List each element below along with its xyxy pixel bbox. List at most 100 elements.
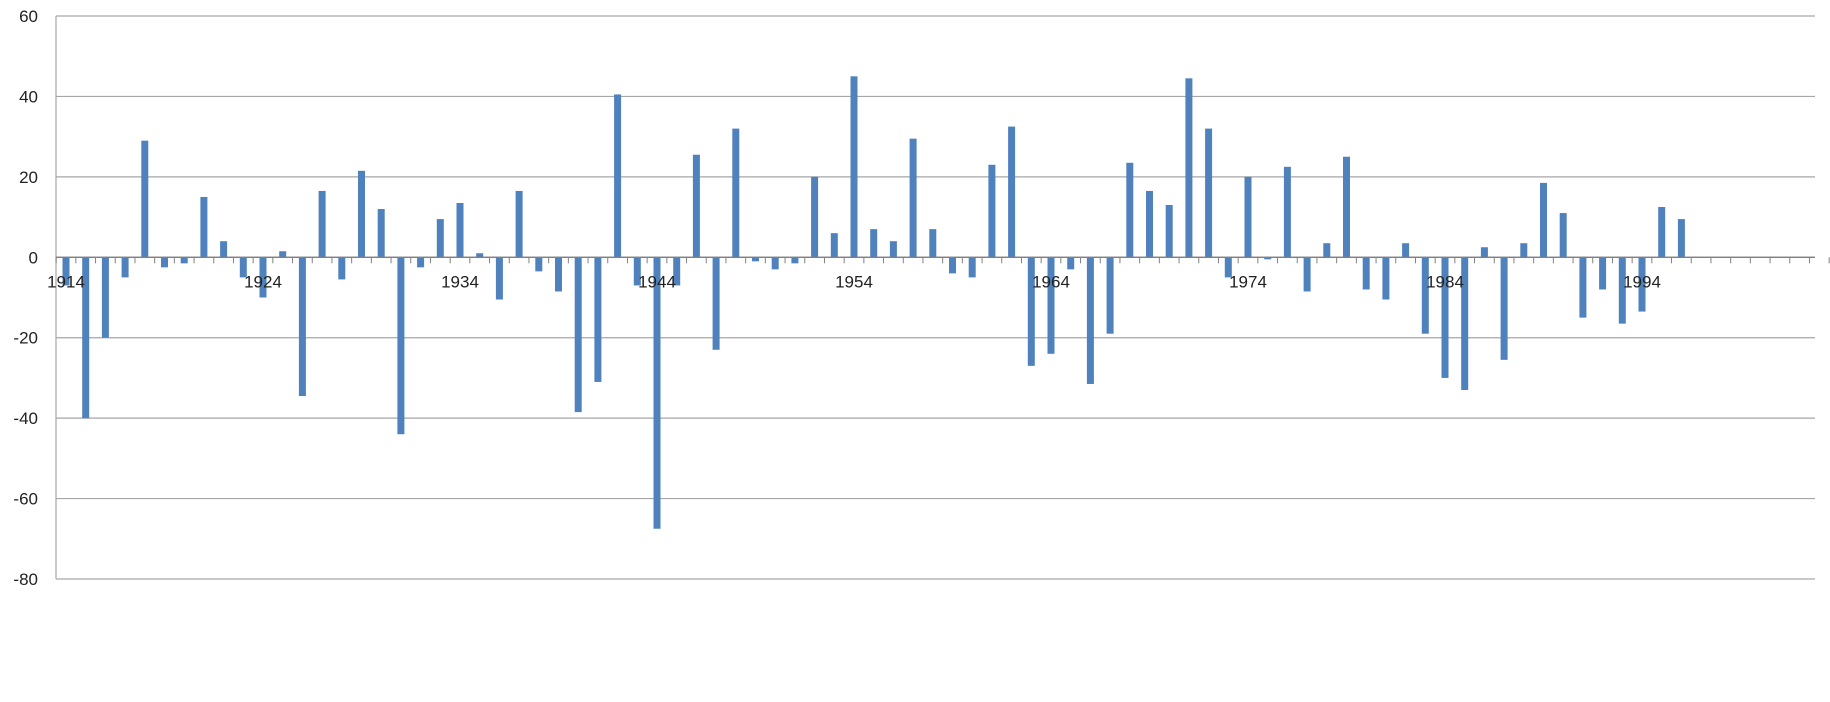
- bar-1942: [614, 94, 622, 258]
- bar-1982: [1402, 243, 1410, 258]
- bar-1963: [1027, 257, 1035, 366]
- bar-1985: [1461, 257, 1469, 390]
- bar-1935: [476, 253, 484, 258]
- bar-1991: [1579, 257, 1587, 318]
- bar-1928: [338, 257, 346, 280]
- y-tick-label: 40: [19, 87, 38, 106]
- x-tick-label: 1994: [1623, 272, 1661, 291]
- bar-1986: [1480, 247, 1488, 258]
- bar-1936: [495, 257, 503, 300]
- bar-1948: [732, 128, 740, 258]
- bar-1979: [1343, 156, 1350, 258]
- bar-1945: [673, 257, 681, 286]
- bar-1978: [1323, 243, 1331, 258]
- bar-1989: [1540, 182, 1547, 258]
- bar-1967: [1106, 257, 1114, 334]
- x-tick-label: 1944: [638, 272, 676, 291]
- bar-1933: [436, 219, 444, 258]
- bar-1946: [692, 154, 700, 258]
- bar-1930: [377, 209, 385, 258]
- bar-1932: [417, 257, 425, 268]
- bar-1983: [1421, 257, 1429, 334]
- bar-1957: [909, 138, 917, 258]
- bar-1918: [141, 140, 149, 258]
- bar-1958: [929, 229, 937, 258]
- x-tick-label: 1964: [1032, 272, 1070, 291]
- x-tick-label: 1974: [1229, 272, 1267, 291]
- bar-1968: [1126, 162, 1134, 258]
- bar-1921: [200, 196, 208, 258]
- bar-1993: [1618, 257, 1626, 324]
- bar-1956: [889, 241, 897, 258]
- bar-1949: [752, 257, 759, 262]
- bar-1926: [298, 257, 306, 397]
- x-tick-label: 1914: [47, 272, 85, 291]
- x-tick-label: 1934: [441, 272, 479, 291]
- bar-1919: [161, 257, 168, 268]
- bar-1947: [712, 257, 720, 350]
- bar-1960: [968, 257, 976, 278]
- bar-1969: [1146, 190, 1153, 258]
- bar-1953: [830, 233, 838, 258]
- bar-1927: [318, 190, 326, 258]
- bar-1929: [358, 170, 365, 258]
- bar-1924: [259, 257, 267, 298]
- bar-1931: [397, 257, 405, 435]
- y-tick-label: -40: [13, 409, 38, 428]
- y-tick-label: 60: [19, 7, 38, 26]
- bar-1940: [574, 257, 582, 413]
- bar-1977: [1303, 257, 1311, 292]
- bar-1914: [62, 257, 70, 286]
- bar-1955: [870, 229, 878, 258]
- bar-1971: [1185, 78, 1193, 258]
- bar-1981: [1382, 257, 1390, 300]
- y-tick-label: 20: [19, 168, 38, 187]
- bars: [62, 76, 1685, 529]
- bar-1965: [1067, 257, 1075, 270]
- zero-axis: [55, 256, 1830, 264]
- bar-1959: [949, 257, 956, 274]
- bar-1950: [771, 257, 779, 270]
- x-tick-label: 1924: [244, 272, 282, 291]
- bar-1984: [1441, 257, 1449, 378]
- bar-1970: [1165, 205, 1173, 258]
- bar-1992: [1599, 257, 1607, 290]
- bar-1944: [653, 257, 661, 529]
- bar-1938: [535, 257, 543, 272]
- bar-1990: [1559, 213, 1567, 258]
- bar-1925: [279, 251, 287, 258]
- bar-1952: [811, 176, 819, 258]
- bar-1954: [850, 76, 858, 258]
- bar-1922: [220, 241, 228, 258]
- y-tick-label: -60: [13, 490, 38, 509]
- y-tick-label: -80: [13, 570, 38, 589]
- bar-1995: [1658, 207, 1666, 258]
- y-tick-label: 0: [29, 248, 38, 267]
- bar-1941: [594, 257, 602, 382]
- x-tick-label: 1984: [1426, 272, 1464, 291]
- bar-1917: [121, 257, 129, 278]
- gridlines: [55, 15, 1815, 580]
- bar-1966: [1086, 257, 1094, 384]
- bar-1980: [1362, 257, 1370, 290]
- bar-1972: [1205, 128, 1213, 258]
- bar-1934: [456, 202, 464, 258]
- bar-1916: [101, 257, 109, 338]
- bar-1976: [1283, 166, 1291, 258]
- bar-1915: [82, 257, 90, 419]
- bar-1951: [791, 257, 799, 264]
- bar-1943: [633, 257, 641, 286]
- bar-1975: [1264, 257, 1272, 260]
- bar-1920: [180, 257, 188, 264]
- bar-1987: [1500, 257, 1508, 360]
- bar-1973: [1224, 257, 1232, 278]
- bar-1962: [1008, 126, 1016, 258]
- x-axis-tick-labels: 1914 1924 1934 1944 1954 1964 1974 1984 1994: [47, 272, 1661, 291]
- bar-1974: [1244, 176, 1252, 258]
- x-tick-label: 1954: [835, 272, 873, 291]
- bar-1996: [1677, 219, 1685, 258]
- y-axis-tick-labels: 60 40 20 0 -20 -40 -60 -80: [13, 7, 38, 589]
- bar-1923: [239, 257, 247, 278]
- y-tick-label: -20: [13, 329, 38, 348]
